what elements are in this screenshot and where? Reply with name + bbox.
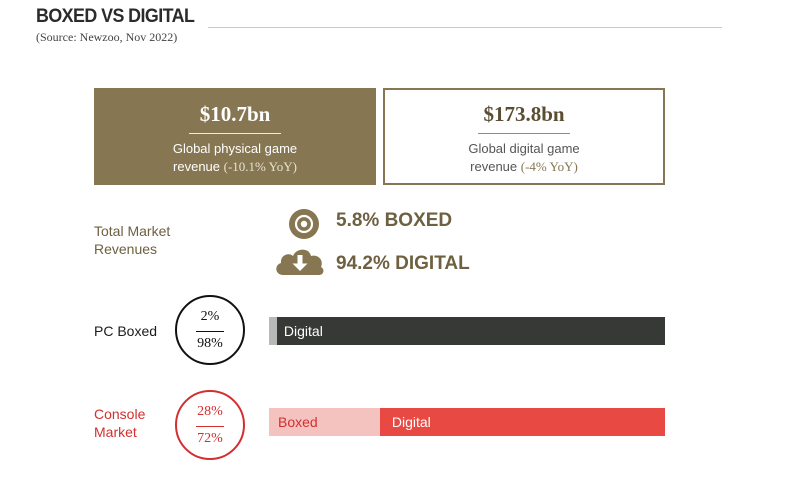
title-rule	[208, 27, 722, 28]
console-digital-percent: 72%	[197, 431, 223, 446]
digital-desc-revenue: revenue	[470, 159, 518, 174]
physical-yoy: (-10.1% YoY)	[223, 159, 297, 174]
console-row-label: Console Market	[94, 405, 145, 441]
pc-ring-divider	[196, 331, 224, 332]
console-boxed-bar: Boxed	[269, 408, 380, 436]
digital-revenue-description: Global digital game revenue (-4% YoY)	[385, 140, 663, 176]
total-market-label-line1: Total Market	[94, 223, 171, 239]
pc-digital-percent: 98%	[197, 336, 223, 351]
console-digital-bar-label: Digital	[391, 414, 431, 430]
digital-share: 94.2% DIGITAL	[336, 253, 470, 274]
console-row-label-line1: Console	[94, 406, 146, 422]
physical-revenue-card: $10.7bn Global physical game revenue (-1…	[94, 88, 376, 185]
physical-desc-line1: Global physical game	[172, 141, 298, 156]
console-stacked-bar: Boxed Digital	[269, 408, 665, 436]
digital-revenue-amount: $173.8bn	[483, 102, 565, 126]
total-market-label-line2: Revenues	[94, 241, 158, 257]
cloud-download-icon	[276, 249, 324, 275]
digital-desc-line1: Global digital game	[468, 141, 580, 156]
console-ring-divider	[196, 426, 224, 427]
boxed-share: 5.8% BOXED	[336, 210, 453, 231]
digital-desc-line2: revenue (-4% YoY)	[385, 158, 663, 176]
physical-revenue-amount: $10.7bn	[199, 102, 271, 126]
console-boxed-percent: 28%	[197, 404, 223, 419]
console-row-label-line2: Market	[94, 424, 137, 440]
pc-boxed-bar	[269, 317, 277, 345]
physical-amount-rule	[189, 133, 281, 134]
physical-revenue-description: Global physical game revenue (-10.1% YoY…	[94, 140, 376, 176]
physical-desc-line2: revenue (-10.1% YoY)	[94, 158, 376, 176]
pc-digital-bar-label: Digital	[283, 323, 323, 339]
digital-revenue-card: $173.8bn Global digital game revenue (-4…	[383, 88, 665, 185]
pc-row-label: PC Boxed	[94, 323, 158, 339]
pc-boxed-percent: 2%	[200, 309, 220, 324]
digital-yoy: (-4% YoY)	[520, 159, 578, 174]
console-digital-bar: Digital	[379, 408, 665, 436]
digital-amount-rule	[478, 133, 570, 134]
pc-stacked-bar: Digital	[269, 317, 665, 345]
page-title: BOXED VS DIGITAL	[36, 6, 195, 27]
pc-digital-bar: Digital	[276, 317, 665, 345]
physical-desc-revenue: revenue	[173, 159, 221, 174]
disc-icon	[289, 209, 319, 239]
console-split-ring: 28% 72%	[175, 390, 245, 460]
pc-split-ring: 2% 98%	[175, 295, 245, 365]
console-boxed-bar-label: Boxed	[278, 414, 318, 430]
source-note: (Source: Newzoo, Nov 2022)	[36, 30, 178, 44]
total-market-label: Total Market Revenues	[94, 222, 244, 258]
